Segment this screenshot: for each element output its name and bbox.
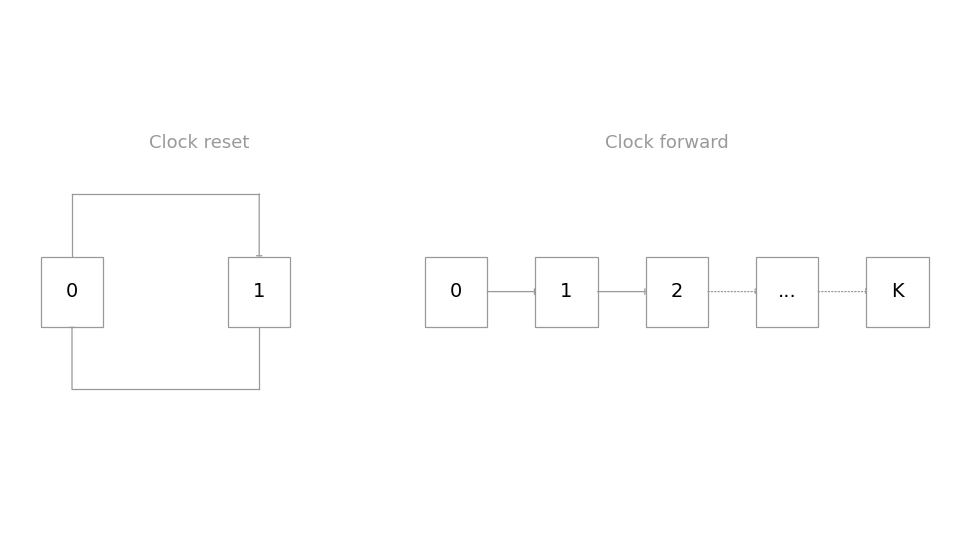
FancyBboxPatch shape: [228, 256, 290, 327]
Text: Clock reset: Clock reset: [149, 134, 250, 152]
FancyBboxPatch shape: [867, 256, 929, 327]
Text: K: K: [891, 282, 904, 301]
Text: ...: ...: [778, 282, 797, 301]
FancyBboxPatch shape: [40, 256, 104, 327]
Text: 0: 0: [66, 282, 78, 301]
Text: 0: 0: [450, 282, 462, 301]
FancyBboxPatch shape: [536, 256, 597, 327]
Text: 1: 1: [561, 282, 572, 301]
Text: 1: 1: [253, 282, 265, 301]
Text: 2: 2: [671, 282, 683, 301]
FancyBboxPatch shape: [645, 256, 708, 327]
FancyBboxPatch shape: [756, 256, 818, 327]
FancyBboxPatch shape: [424, 256, 488, 327]
Text: Clock forward: Clock forward: [605, 134, 729, 152]
